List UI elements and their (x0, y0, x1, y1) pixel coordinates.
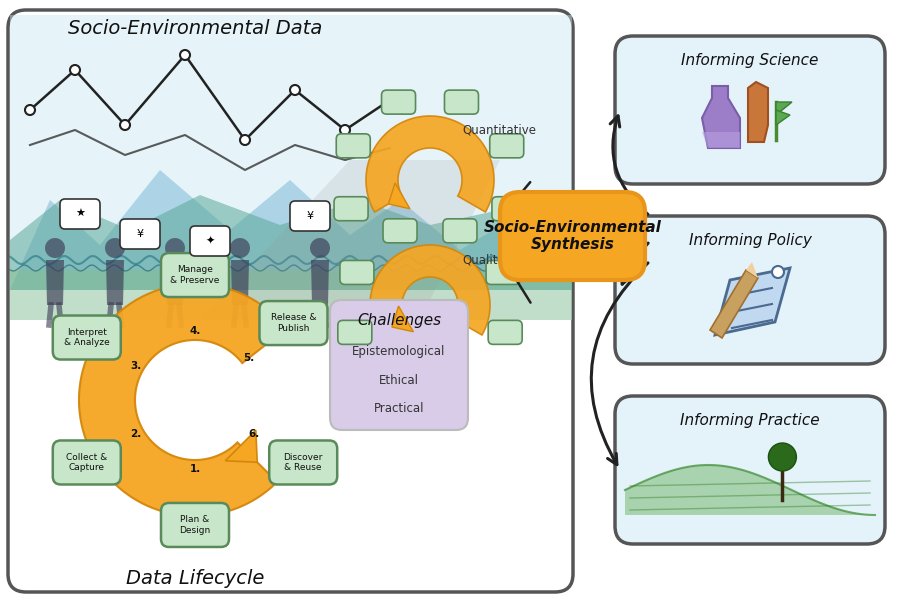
Circle shape (120, 120, 130, 130)
Polygon shape (776, 102, 792, 115)
Polygon shape (46, 260, 64, 305)
FancyBboxPatch shape (161, 503, 229, 547)
Text: 1.: 1. (189, 464, 201, 473)
Polygon shape (166, 260, 184, 305)
Circle shape (385, 95, 395, 105)
FancyBboxPatch shape (443, 219, 477, 243)
FancyBboxPatch shape (337, 134, 370, 158)
Text: Socio-Environmental
Synthesis: Socio-Environmental Synthesis (483, 220, 662, 252)
FancyBboxPatch shape (161, 253, 229, 297)
Circle shape (230, 238, 250, 258)
Text: ¥: ¥ (307, 211, 313, 221)
Polygon shape (776, 110, 790, 125)
FancyBboxPatch shape (615, 396, 885, 544)
Text: ¥: ¥ (137, 229, 143, 239)
Polygon shape (370, 245, 490, 335)
Text: Collect &
Capture: Collect & Capture (67, 453, 107, 472)
FancyBboxPatch shape (120, 219, 160, 249)
Polygon shape (10, 195, 572, 290)
Text: ★: ★ (75, 209, 85, 219)
Polygon shape (702, 132, 740, 148)
Circle shape (45, 238, 65, 258)
Text: Qualitative: Qualitative (462, 253, 527, 266)
Text: Interpret
& Analyze: Interpret & Analyze (64, 328, 110, 347)
FancyBboxPatch shape (486, 260, 520, 284)
FancyBboxPatch shape (340, 260, 374, 284)
Polygon shape (10, 15, 572, 320)
Text: Plan &
Design: Plan & Design (179, 515, 211, 535)
FancyBboxPatch shape (8, 10, 573, 592)
FancyBboxPatch shape (488, 320, 522, 344)
Circle shape (769, 443, 796, 471)
Polygon shape (10, 170, 572, 290)
Text: Informing Science: Informing Science (681, 52, 819, 67)
Circle shape (70, 65, 80, 75)
FancyBboxPatch shape (290, 201, 330, 231)
FancyBboxPatch shape (615, 216, 885, 364)
FancyBboxPatch shape (615, 36, 885, 184)
FancyBboxPatch shape (492, 197, 526, 221)
Polygon shape (366, 116, 494, 212)
Polygon shape (10, 270, 572, 320)
Text: Manage
& Preserve: Manage & Preserve (170, 265, 220, 285)
FancyBboxPatch shape (334, 197, 368, 221)
Text: Challenges: Challenges (357, 313, 441, 328)
FancyBboxPatch shape (259, 301, 328, 345)
Circle shape (240, 135, 250, 145)
FancyBboxPatch shape (490, 134, 524, 158)
Text: 6.: 6. (248, 430, 260, 439)
FancyBboxPatch shape (382, 90, 416, 114)
Text: 3.: 3. (130, 361, 141, 371)
Polygon shape (106, 260, 124, 305)
Polygon shape (231, 260, 249, 305)
Text: 2.: 2. (130, 430, 141, 439)
FancyBboxPatch shape (60, 199, 100, 229)
Circle shape (25, 105, 35, 115)
Polygon shape (710, 270, 758, 338)
Polygon shape (715, 268, 790, 335)
Polygon shape (311, 260, 329, 305)
Text: 5.: 5. (244, 353, 255, 363)
FancyBboxPatch shape (338, 320, 372, 344)
Polygon shape (702, 86, 740, 148)
FancyBboxPatch shape (500, 192, 645, 280)
Circle shape (310, 238, 330, 258)
Polygon shape (748, 82, 768, 142)
FancyBboxPatch shape (445, 90, 479, 114)
Text: Epistemological: Epistemological (352, 346, 446, 358)
Text: Data Lifecycle: Data Lifecycle (126, 569, 265, 587)
Text: ✦: ✦ (205, 236, 215, 246)
Text: Release &
Publish: Release & Publish (271, 313, 316, 333)
Polygon shape (225, 430, 257, 462)
Circle shape (165, 238, 185, 258)
FancyBboxPatch shape (330, 300, 468, 430)
Text: Informing Practice: Informing Practice (680, 413, 820, 427)
Polygon shape (746, 262, 758, 278)
Circle shape (105, 238, 125, 258)
Circle shape (340, 125, 350, 135)
Polygon shape (79, 284, 286, 516)
FancyBboxPatch shape (383, 219, 417, 243)
Text: Discover
& Reuse: Discover & Reuse (284, 453, 323, 472)
Polygon shape (625, 465, 875, 515)
Text: 4.: 4. (189, 326, 201, 337)
Polygon shape (392, 306, 413, 332)
Text: Informing Policy: Informing Policy (688, 232, 812, 247)
FancyBboxPatch shape (53, 316, 121, 359)
FancyBboxPatch shape (190, 226, 230, 256)
Circle shape (772, 266, 784, 278)
Text: Quantitative: Quantitative (462, 124, 536, 136)
Text: Practical: Practical (374, 401, 424, 415)
FancyBboxPatch shape (53, 440, 121, 484)
Text: Ethical: Ethical (379, 373, 419, 386)
Polygon shape (389, 183, 410, 209)
Polygon shape (200, 160, 500, 320)
Circle shape (180, 50, 190, 60)
Text: Socio-Environmental Data: Socio-Environmental Data (68, 19, 322, 37)
Circle shape (290, 85, 300, 95)
FancyBboxPatch shape (269, 440, 338, 484)
